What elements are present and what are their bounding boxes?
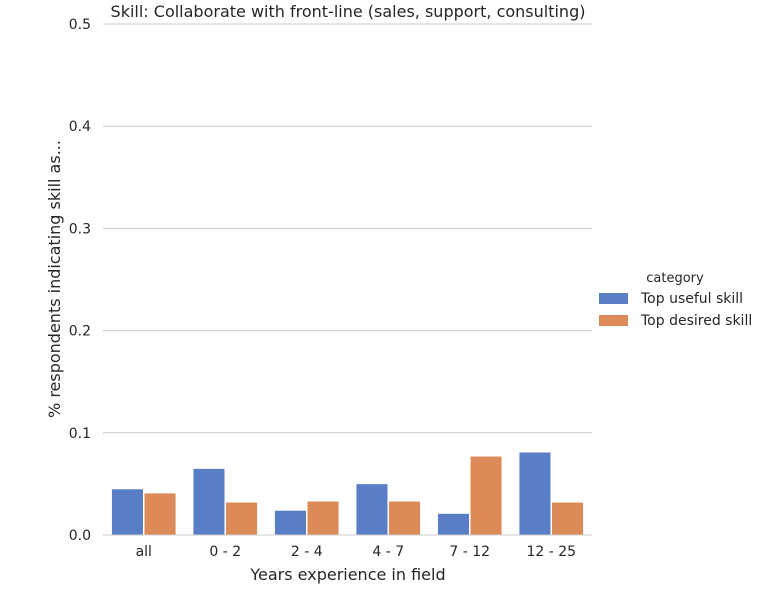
legend-swatch [599,293,628,304]
bars [111,451,584,536]
bar-useful [111,488,144,536]
y-tick-label: 0.5 [69,17,91,33]
bar-useful [355,483,388,536]
bar-desired [470,456,503,536]
y-tick-labels: 0.0 0.1 0.2 0.3 0.4 0.5 [69,17,91,544]
bar-desired [551,502,584,536]
bar-desired [225,502,258,536]
legend-label: Top desired skill [640,313,752,329]
bar-desired [307,501,340,536]
x-tick-label: all [136,544,152,560]
bar-desired [388,501,421,536]
bar-useful [518,451,552,536]
y-tick-label: 0.1 [69,426,91,442]
chart-title: Skill: Collaborate with front-line (sale… [111,2,586,21]
legend: category Top useful skill Top desired ski… [599,271,752,329]
legend-swatch [599,315,628,326]
x-tick-label: 0 - 2 [209,544,241,560]
x-tick-label: 4 - 7 [372,544,404,560]
bar-useful [274,510,307,536]
y-tick-label: 0.4 [69,119,91,135]
x-axis-label: Years experience in field [249,565,445,584]
y-tick-label: 0.3 [69,221,91,237]
bar-useful [192,468,225,536]
legend-label: Top useful skill [640,291,743,307]
y-tick-label: 0.0 [69,528,91,544]
x-tick-labels: all 0 - 2 2 - 4 4 - 7 7 - 12 12 - 25 [136,544,576,560]
bar-useful [437,513,470,536]
legend-title: category [646,271,704,286]
y-axis-label: % respondents indicating skill as... [45,140,64,418]
x-tick-label: 2 - 4 [291,544,323,560]
x-tick-label: 12 - 25 [526,544,576,560]
gridlines [103,23,592,434]
x-tick-label: 7 - 12 [449,544,490,560]
bar-desired [144,492,177,536]
y-tick-label: 0.2 [69,324,91,340]
